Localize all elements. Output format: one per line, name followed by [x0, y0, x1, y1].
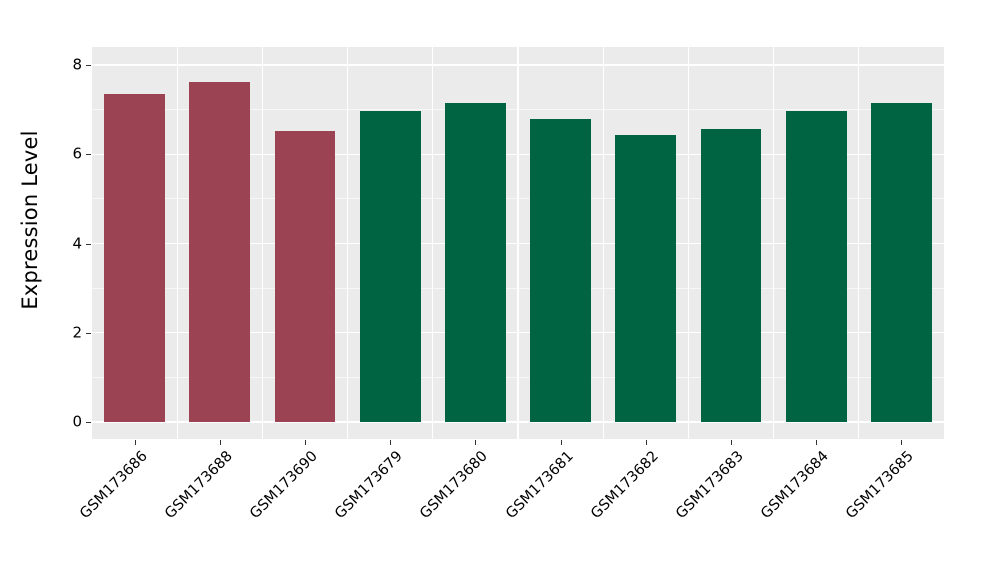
x-axis-tick-mark — [305, 440, 306, 445]
x-axis-tick-label: GSM173679 — [332, 448, 407, 523]
y-axis-tick-label: 6 — [72, 144, 82, 163]
y-axis-tick-label: 2 — [72, 323, 82, 342]
y-axis-tick-label: 0 — [72, 412, 82, 431]
gridline-major-x — [517, 47, 519, 439]
y-axis-tick-label: 8 — [72, 55, 82, 74]
gridline-major-x — [772, 47, 775, 439]
y-axis-tick-mark — [86, 65, 91, 67]
y-axis-tick-mark — [86, 422, 91, 423]
gridline-major-x — [858, 47, 860, 439]
gridline-major-x — [261, 47, 264, 439]
gridline-major-x — [602, 47, 604, 439]
y-axis-tick-mark — [86, 243, 91, 245]
bar — [104, 93, 166, 422]
bar — [359, 111, 421, 422]
gridline-major-x — [346, 47, 349, 439]
x-axis-tick-mark — [645, 440, 647, 445]
y-axis-tick-mark — [86, 154, 91, 156]
bar — [189, 81, 251, 422]
gridline-major-x — [432, 47, 434, 439]
x-axis-tick-mark — [390, 440, 392, 445]
x-axis-tick-mark — [219, 440, 221, 445]
y-axis-tick-label: 4 — [72, 234, 82, 253]
plot-panel — [92, 47, 944, 439]
gridline-major-x — [176, 47, 178, 439]
x-axis-tick-mark — [731, 440, 732, 445]
x-axis-tick-label: GSM173683 — [673, 448, 747, 523]
bar — [444, 103, 506, 422]
x-axis-tick-label: GSM173688 — [161, 448, 236, 523]
x-axis-tick-mark — [560, 440, 562, 445]
gridline-major-x — [687, 47, 690, 439]
x-axis-tick-label: GSM173684 — [758, 448, 833, 523]
bar — [615, 135, 677, 422]
x-axis-tick-label: GSM173682 — [587, 448, 662, 523]
y-axis-title: Expression Level — [18, 130, 42, 310]
x-axis-tick-mark — [816, 440, 818, 445]
bar — [700, 128, 762, 422]
bar — [530, 119, 592, 422]
x-axis-tick-label: GSM173681 — [502, 448, 577, 523]
bar — [870, 102, 932, 422]
bar — [785, 111, 847, 422]
bar — [274, 130, 336, 422]
x-axis-tick-label: GSM173690 — [247, 448, 321, 523]
x-axis-tick-mark — [475, 440, 477, 445]
y-axis-tick-mark — [86, 332, 91, 334]
x-axis-tick-label: GSM173680 — [417, 448, 492, 523]
x-axis-tick-mark — [901, 440, 903, 445]
y-axis-tick-label-group: 0 2 4 6 8 — [56, 0, 82, 580]
x-axis-tick-label: GSM173685 — [843, 448, 918, 523]
x-axis-tick-label: GSM173686 — [76, 448, 151, 523]
x-axis-tick-mark — [134, 440, 136, 445]
